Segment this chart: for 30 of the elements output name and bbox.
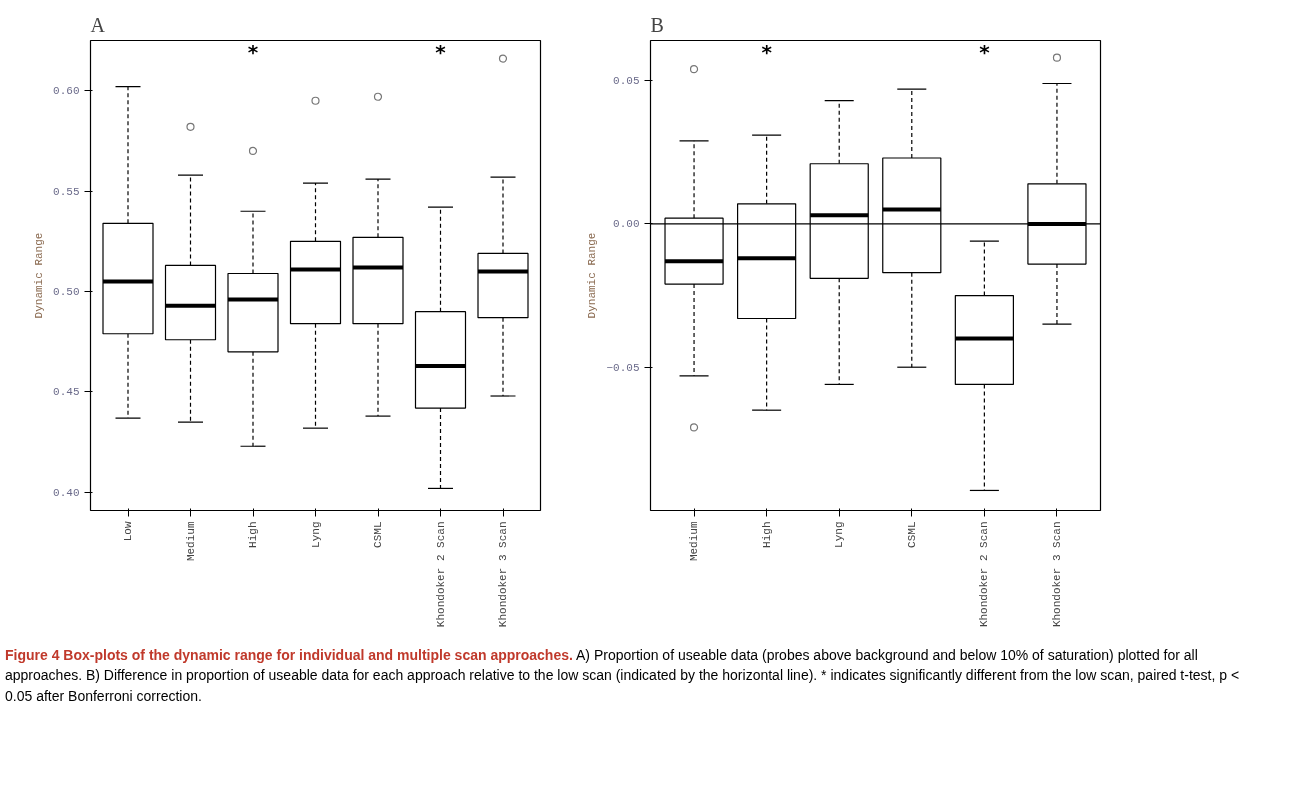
x-tick-label: Khondoker 2 Scan — [434, 521, 447, 628]
x-tick-label: Low — [122, 521, 134, 542]
y-axis-title: Dynamic Range — [586, 232, 599, 319]
x-tick-label: Lyng — [309, 521, 322, 548]
text: Figure 4 Box-plots of the dynamic range for individual and multiple scan approaches. — [5, 647, 573, 663]
x-tick-label: High — [247, 521, 259, 548]
y-tick-label: 0.45 — [53, 386, 80, 399]
y-tick-label: −0.05 — [606, 361, 640, 374]
x-tick-label: CSML — [372, 521, 384, 548]
x-tick-label: Medium — [688, 521, 701, 562]
y-tick-label: 0.60 — [53, 85, 80, 98]
annotation: * — [435, 40, 447, 65]
y-tick-label: 0.40 — [53, 486, 80, 499]
y-axis-title: Dynamic Range — [33, 232, 46, 319]
annotation: * — [761, 40, 773, 65]
x-tick-label: Lyng — [833, 521, 846, 548]
annotation: * — [247, 40, 259, 65]
x-tick-label: Khondoker 2 Scan — [978, 521, 991, 628]
y-tick-label: 0.00 — [613, 218, 640, 231]
chart-title: B — [650, 13, 664, 36]
y-tick-label: 0.50 — [53, 286, 80, 299]
x-tick-label: CSML — [905, 521, 918, 548]
x-tick-label: High — [760, 521, 773, 548]
x-tick-label: Khondoker 3 Scan — [497, 521, 509, 628]
x-tick-label: Medium — [184, 521, 197, 562]
y-tick-label: 0.05 — [613, 75, 640, 88]
chart-title: A — [90, 13, 106, 36]
x-tick-label: Khondoker 3 Scan — [1050, 521, 1063, 628]
annotation: * — [979, 40, 991, 65]
y-tick-label: 0.55 — [53, 185, 80, 198]
